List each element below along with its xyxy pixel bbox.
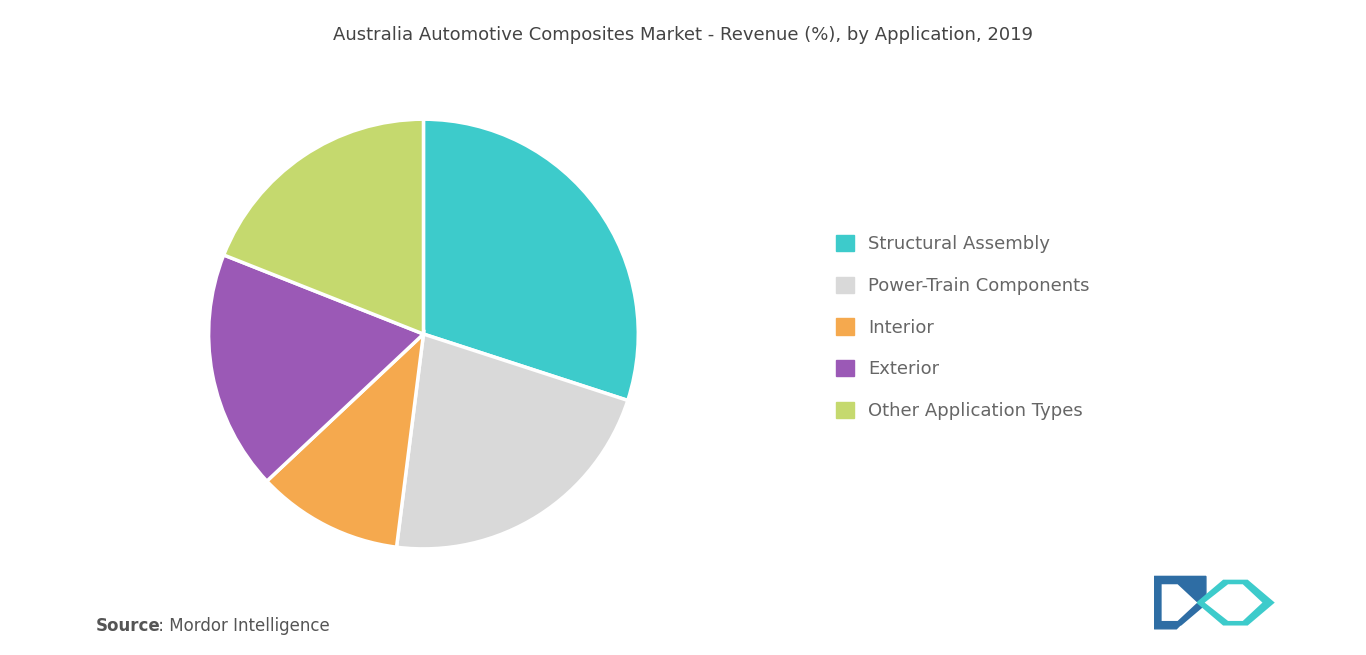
Wedge shape: [423, 119, 638, 400]
Polygon shape: [1161, 584, 1197, 621]
Text: Australia Automotive Composites Market - Revenue (%), by Application, 2019: Australia Automotive Composites Market -…: [333, 26, 1033, 44]
Polygon shape: [1157, 580, 1209, 626]
Polygon shape: [1197, 580, 1274, 626]
Wedge shape: [224, 119, 423, 334]
Polygon shape: [1205, 584, 1262, 621]
Wedge shape: [209, 255, 423, 481]
Wedge shape: [396, 334, 628, 549]
Text: Source: Source: [96, 618, 160, 635]
Polygon shape: [1154, 576, 1206, 629]
Legend: Structural Assembly, Power-Train Components, Interior, Exterior, Other Applicati: Structural Assembly, Power-Train Compone…: [829, 228, 1097, 427]
Text: : Mordor Intelligence: : Mordor Intelligence: [153, 618, 329, 635]
Wedge shape: [266, 334, 423, 547]
